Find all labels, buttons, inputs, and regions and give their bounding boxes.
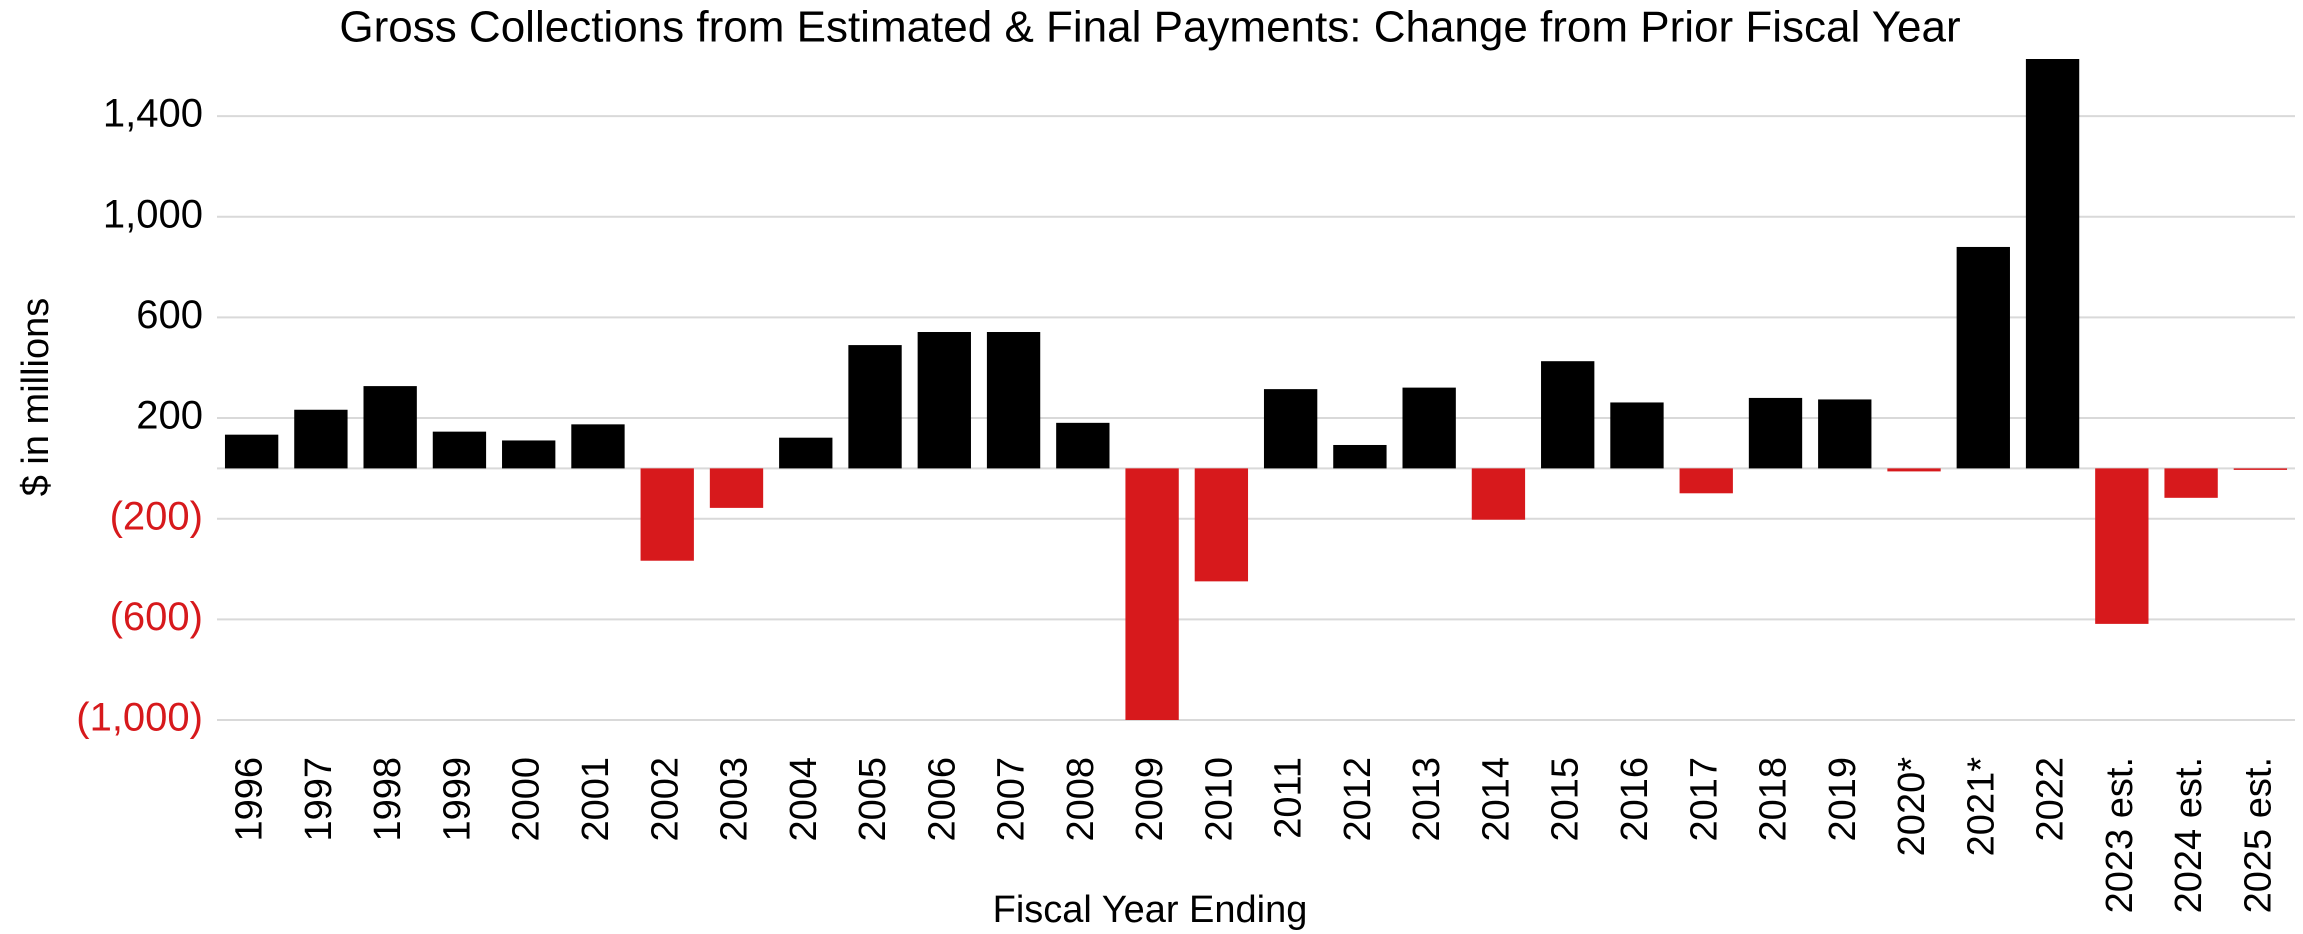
- x-tick-label: 2003: [714, 757, 756, 842]
- bar: [2233, 468, 2288, 470]
- bar: [1056, 422, 1110, 469]
- bar: [224, 434, 279, 469]
- x-tick-label: 2013: [1406, 757, 1448, 842]
- x-tick-label: 2016: [1614, 757, 1656, 842]
- bar: [363, 386, 417, 469]
- bar: [1679, 468, 1733, 494]
- y-tick-label: 600: [136, 293, 203, 337]
- y-tick-label: 1,000: [103, 192, 203, 236]
- bar: [1125, 468, 1179, 720]
- x-tick-label: 2015: [1545, 757, 1587, 842]
- bar: [1194, 468, 1249, 582]
- y-axis-title: $ in millions: [15, 298, 57, 497]
- bar: [779, 437, 833, 469]
- x-tick-label: 2006: [921, 757, 963, 842]
- x-tick-label: 2009: [1129, 757, 1171, 842]
- x-tick-label: 2007: [991, 757, 1033, 842]
- x-tick-label: 2002: [644, 757, 686, 842]
- bar: [571, 424, 625, 469]
- bar: [1748, 397, 1803, 469]
- x-axis-title: Fiscal Year Ending: [993, 889, 1308, 931]
- y-tick-label: 1,400: [103, 92, 203, 136]
- bar: [1333, 444, 1387, 469]
- bar: [848, 345, 902, 469]
- bar: [294, 409, 348, 469]
- x-tick-label: 2004: [783, 757, 825, 842]
- bar: [2164, 468, 2218, 498]
- bar: [986, 332, 1041, 469]
- bar: [1402, 387, 1456, 469]
- chart-title: Gross Collections from Estimated & Final…: [339, 3, 1960, 52]
- x-tick-label: 2008: [1060, 757, 1102, 842]
- bar: [2025, 59, 2080, 469]
- y-tick-label: (600): [110, 595, 203, 639]
- x-tick-label: 2001: [575, 757, 617, 842]
- bar: [709, 468, 764, 508]
- bar: [1471, 468, 1526, 520]
- x-tick-label: 2022: [2030, 757, 2072, 842]
- bar: [917, 332, 971, 469]
- x-tick-label: 2019: [1822, 757, 1864, 842]
- x-tick-label: 2023 est.: [2099, 757, 2141, 913]
- x-tick-label: 1997: [298, 757, 340, 842]
- bar: [1541, 361, 1595, 469]
- x-tick-label: 2021*: [1960, 757, 2002, 857]
- x-tick-label: 2018: [1753, 757, 1795, 842]
- bar: [1956, 246, 2010, 469]
- x-tick-label: 1998: [367, 757, 409, 842]
- x-tick-label: 2000: [506, 757, 548, 842]
- bar: [432, 431, 487, 469]
- bar: [502, 440, 556, 469]
- bar: [1610, 402, 1664, 469]
- x-tick-label: 2005: [852, 757, 894, 842]
- y-tick-label: (200): [110, 494, 203, 538]
- y-tick-label: 200: [136, 394, 203, 438]
- x-tick-label: 2011: [1268, 757, 1310, 839]
- y-tick-label: (1,000): [76, 696, 203, 740]
- x-tick-label: 1996: [229, 757, 271, 842]
- bar: [1818, 399, 1872, 469]
- x-tick-label: 2010: [1198, 757, 1240, 842]
- bar: [640, 468, 694, 561]
- x-tick-label: 1999: [436, 757, 478, 842]
- x-tick-label: 2024 est.: [2168, 757, 2210, 913]
- x-tick-label: 2017: [1683, 757, 1725, 842]
- x-tick-label: 2020*: [1891, 757, 1933, 857]
- x-tick-label: 2012: [1337, 757, 1379, 842]
- x-tick-label: 2025 est.: [2237, 757, 2279, 913]
- x-tick-label: 2014: [1475, 757, 1517, 842]
- bar: [1263, 389, 1318, 469]
- bar: [2095, 468, 2149, 624]
- bar: [1887, 468, 1941, 472]
